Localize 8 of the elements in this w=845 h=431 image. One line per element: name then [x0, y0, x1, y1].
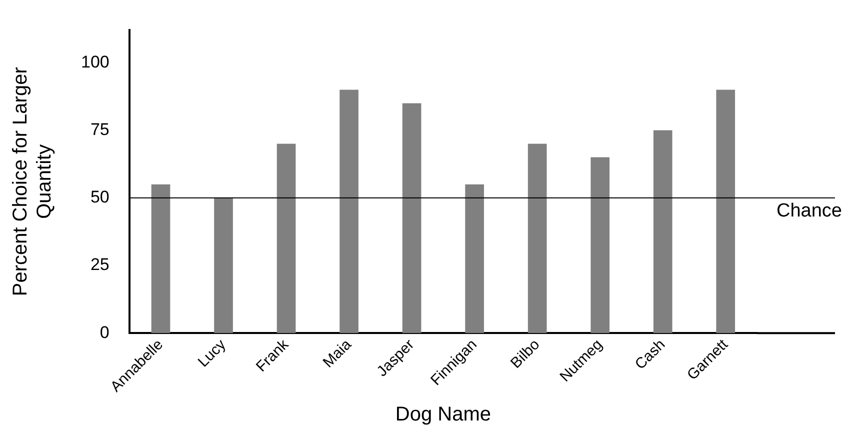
y-tick-label: 75: [90, 120, 110, 139]
y-axis-title: Percent Choice for Larger Quantity: [10, 66, 56, 296]
y-tick-label: 50: [90, 188, 110, 207]
y-tick-label: 0: [100, 322, 110, 342]
y-tick-label: 25: [90, 255, 110, 274]
y-tick-label: 100: [80, 52, 110, 72]
x-axis-title: Dog Name: [395, 404, 491, 426]
ref-line-label: Chance: [776, 200, 842, 222]
